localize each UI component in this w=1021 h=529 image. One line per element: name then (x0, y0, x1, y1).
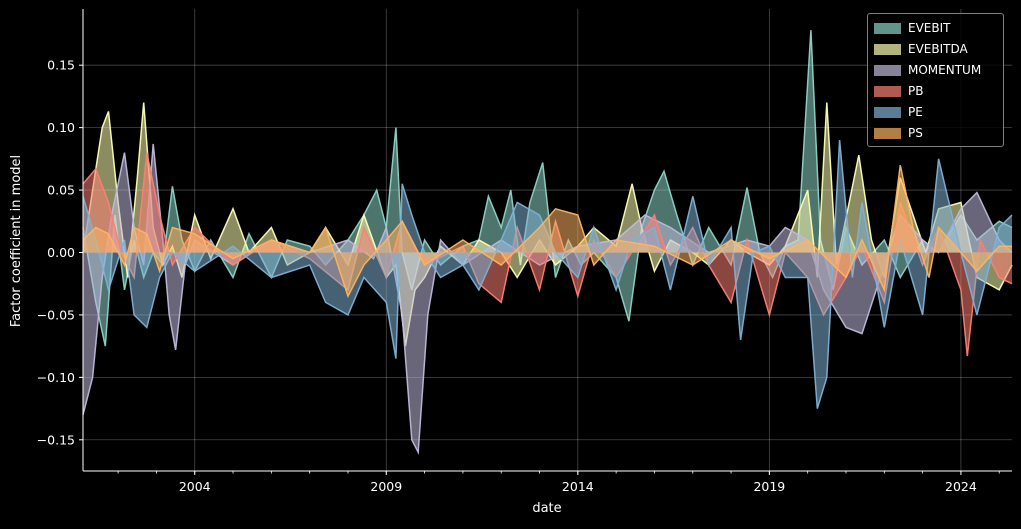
x-axis-label: date (532, 501, 561, 516)
y-tick-label: −0.15 (37, 432, 75, 447)
legend-item: EVEBITDA (874, 39, 968, 59)
y-tick-label: −0.05 (37, 307, 75, 322)
series-areas (82, 30, 1013, 456)
y-tick-label: 0.10 (47, 120, 75, 135)
x-tick-label: 2004 (179, 479, 211, 494)
legend-swatch (874, 85, 901, 97)
y-tick-label: 0.15 (47, 58, 75, 73)
series-momentum (82, 143, 1013, 456)
legend-item: MOMENTUM (874, 60, 981, 80)
y-tick-label: 0.05 (47, 183, 75, 198)
x-tick-label: 2009 (370, 479, 402, 494)
legend-label: EVEBIT (908, 21, 951, 35)
legend-item: PE (874, 102, 923, 122)
legend-label: PB (908, 84, 924, 98)
x-tick-label: 2024 (945, 479, 977, 494)
legend-item: EVEBIT (874, 18, 950, 38)
series-area-evebitda (83, 102, 1012, 347)
series-line-momentum (82, 143, 1013, 456)
y-tick-label: −0.10 (37, 370, 75, 385)
legend-swatch (874, 106, 901, 118)
x-tick-label: 2014 (562, 479, 594, 494)
legend-swatch (874, 43, 901, 55)
legend: EVEBIT EVEBITDA MOMENTUM PB PE PS (867, 13, 1004, 147)
legend-label: PE (908, 105, 923, 119)
legend-item: PB (874, 81, 923, 101)
series-line-pe (82, 140, 1013, 409)
series-line-ps (82, 164, 1012, 299)
legend-swatch (874, 127, 901, 139)
legend-label: PS (908, 126, 923, 140)
series-pe (82, 140, 1013, 409)
y-axis-label: Factor coefficient in model (9, 155, 24, 327)
legend-label: MOMENTUM (908, 63, 982, 77)
series-ps (82, 164, 1012, 299)
legend-label: EVEBITDA (908, 42, 968, 56)
legend-swatch (874, 64, 901, 76)
legend-swatch (874, 22, 901, 34)
legend-item: PS (874, 123, 923, 143)
axes: −0.15 −0.10 −0.05 0.00 0.05 0.10 0.15 2004 2009 2… (37, 9, 1012, 494)
y-tick-label: 0.00 (47, 245, 75, 260)
x-tick-label: 2019 (753, 479, 785, 494)
series-area-pe (83, 140, 1012, 409)
series-area-ps (83, 165, 1012, 297)
